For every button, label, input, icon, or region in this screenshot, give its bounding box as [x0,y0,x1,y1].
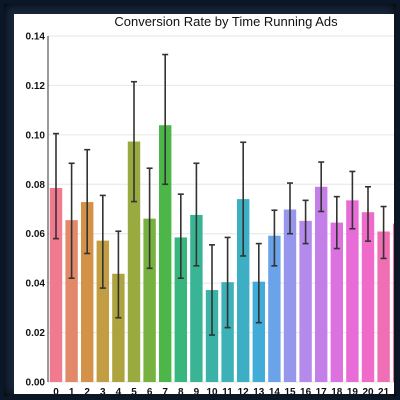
bar-1 [65,220,78,382]
bar-2 [81,202,94,382]
bar-10 [205,290,219,382]
bar-7 [159,125,172,383]
bar-18 [330,222,343,382]
x-axis-ticks: 01234567891011121314151617181920212223 [53,387,394,394]
bar-21 [377,231,390,382]
bar-3 [96,240,109,382]
x-tick-label: 19 [347,387,359,394]
y-tick-label: 0.04 [26,279,46,290]
bar-14 [268,235,281,382]
x-tick-label: 12 [238,387,250,394]
y-tick-label: 0.14 [26,32,46,43]
x-tick-label: 17 [316,387,328,394]
bar-19 [346,200,359,382]
x-tick-label: 16 [300,387,312,394]
x-tick-label: 13 [253,387,265,394]
bar-13 [252,281,265,382]
conversion-rate-chart: Conversion Rate by Time Running Ads 0.00… [26,14,394,394]
x-tick-label: 15 [284,387,296,394]
x-tick-label: 21 [378,387,390,394]
bar-12 [237,199,250,382]
x-tick-label: 5 [131,387,137,394]
x-tick-label: 2 [84,387,90,394]
bar-5 [127,141,141,382]
y-tick-label: 0.06 [26,229,46,240]
bar-22 [393,223,394,382]
x-tick-label: 6 [147,387,153,394]
x-tick-label: 3 [100,387,106,394]
x-tick-label: 20 [362,387,374,394]
x-tick-label: 8 [178,387,184,394]
bar-6 [143,218,156,382]
x-tick-label: 0 [53,387,59,394]
chart-title: Conversion Rate by Time Running Ads [114,14,338,29]
y-tick-label: 0.12 [26,81,46,92]
bars [49,125,394,383]
window-frame: Conversion Rate by Time Running Ads 0.00… [4,4,396,396]
error-bars [53,53,387,336]
y-tick-label: 0.08 [26,180,46,191]
bar-0 [49,187,63,382]
bar-8 [174,237,187,382]
y-tick-label: 0.02 [26,328,46,339]
x-tick-label: 18 [331,387,343,394]
bar-17 [315,186,328,382]
bar-9 [190,214,203,382]
x-tick-label: 7 [162,387,168,394]
y-axis-ticks: 0.00 0.02 0.04 0.06 0.08 0.10 0.12 0.14 [26,32,46,389]
x-tick-label: 11 [222,387,233,394]
bar-20 [361,212,375,382]
x-tick-label: 4 [116,387,122,394]
x-tick-label: 1 [69,387,75,394]
x-tick-label: 14 [269,387,281,394]
x-tick-label: 9 [194,387,200,394]
chart-canvas: Conversion Rate by Time Running Ads 0.00… [14,14,394,394]
bar-4 [112,273,125,382]
y-tick-label: 0.10 [26,130,46,141]
y-tick-label: 0.00 [26,378,46,389]
bar-11 [221,282,234,382]
bar-15 [283,209,297,382]
bar-16 [299,220,312,382]
x-tick-label: 10 [206,387,218,394]
